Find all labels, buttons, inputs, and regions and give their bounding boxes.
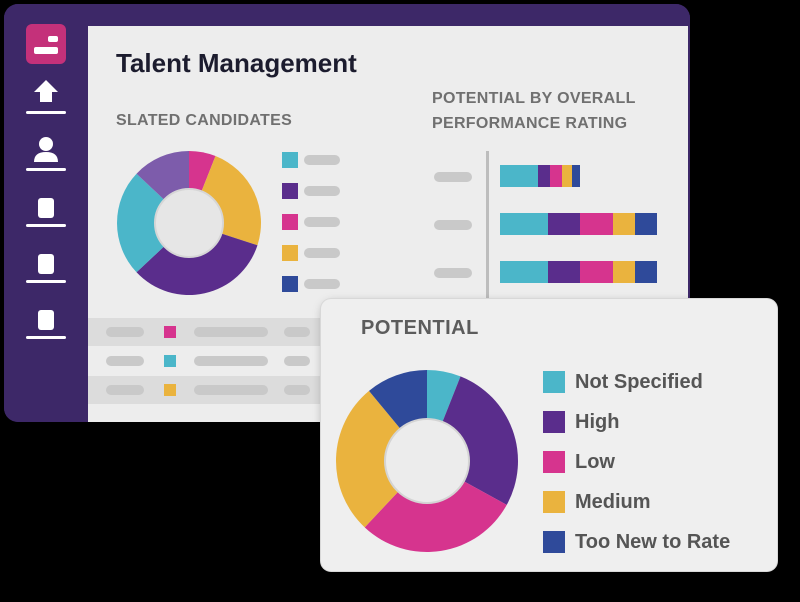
legend-label-placeholder — [304, 217, 340, 227]
chart-axis — [486, 151, 489, 306]
bar-segment — [550, 165, 562, 187]
legend-label-placeholder — [304, 248, 340, 258]
legend-label-placeholder — [304, 279, 340, 289]
legend-swatch — [282, 245, 298, 261]
rating-label-placeholder — [434, 172, 472, 182]
heading-line: POTENTIAL BY OVERALL — [432, 90, 636, 107]
cell-placeholder — [284, 327, 310, 337]
legend-label: Not Specified — [575, 371, 703, 393]
sidebar-divider — [26, 111, 66, 114]
legend-label: Too New to Rate — [575, 531, 731, 553]
cell-placeholder — [194, 327, 268, 337]
slated-donut-slice — [136, 223, 258, 295]
slated-candidates-donut — [117, 151, 261, 295]
potential-card: POTENTIAL Not Specified High Low Medium Too … — [321, 299, 777, 571]
legend-swatch — [282, 214, 298, 230]
sidebar-divider — [26, 336, 66, 339]
bar-segment — [613, 261, 635, 283]
heading-line: PERFORMANCE RATING — [432, 115, 628, 132]
bar-segment — [580, 261, 613, 283]
row-marker — [164, 355, 176, 367]
row-marker — [164, 384, 176, 396]
legend-label: Medium — [575, 491, 651, 513]
slated-candidates-heading: SLATED CANDIDATES — [116, 112, 293, 129]
legend-swatch — [543, 411, 565, 433]
rating-label-placeholder — [434, 220, 472, 230]
sidebar-item-documents[interactable] — [26, 190, 62, 230]
legend-swatch — [282, 276, 298, 292]
sidebar-item-upload[interactable] — [26, 76, 62, 116]
potential-donut-slice — [364, 461, 507, 552]
sidebar-divider — [26, 224, 66, 227]
row-marker — [164, 326, 176, 338]
potential-donut — [336, 370, 518, 552]
rating-label-placeholder — [434, 268, 472, 278]
legend-swatch — [543, 371, 565, 393]
potential-donut-slice — [336, 390, 427, 528]
legend-swatch — [543, 491, 565, 513]
slated-donut-slice — [117, 173, 189, 273]
document-icon — [38, 254, 54, 274]
cell-placeholder — [106, 356, 144, 366]
bar-segment — [613, 213, 635, 235]
legend-label: High — [575, 411, 620, 433]
bar-segment — [538, 165, 550, 187]
legend-swatch — [282, 183, 298, 199]
bar-segment — [548, 261, 580, 283]
bar-segment — [635, 261, 657, 283]
upload-icon — [34, 80, 58, 102]
legend-label-placeholder — [304, 155, 340, 165]
legend-label: Low — [575, 451, 615, 473]
sidebar-item-dashboard[interactable] — [26, 24, 66, 64]
person-icon — [34, 137, 58, 162]
bar-segment — [500, 261, 548, 283]
legend-swatch — [543, 451, 565, 473]
legend-swatch — [543, 531, 565, 553]
cell-placeholder — [194, 385, 268, 395]
sidebar — [4, 4, 84, 422]
page-title: Talent Management — [116, 48, 357, 78]
bar-segment — [635, 213, 657, 235]
potential-title: POTENTIAL — [361, 317, 479, 339]
dashboard-icon — [34, 36, 58, 54]
legend-label-placeholder — [304, 186, 340, 196]
bar-segment — [580, 213, 613, 235]
bar-segment — [500, 165, 538, 187]
title-bar — [84, 4, 690, 24]
cell-placeholder — [106, 327, 144, 337]
cell-placeholder — [284, 356, 310, 366]
bar-segment — [572, 165, 580, 187]
cell-placeholder — [284, 385, 310, 395]
document-icon — [38, 198, 54, 218]
legend-swatch — [282, 152, 298, 168]
sidebar-divider — [26, 280, 66, 283]
bar-segment — [548, 213, 580, 235]
document-icon — [38, 310, 54, 330]
sidebar-divider — [26, 168, 66, 171]
sidebar-item-files[interactable] — [26, 302, 62, 342]
bar-segment — [562, 165, 572, 187]
bar-segment — [500, 213, 548, 235]
potential-by-rating-heading: POTENTIAL BY OVERALL PERFORMANCE RATING — [432, 86, 636, 136]
sidebar-item-reports[interactable] — [26, 246, 62, 286]
cell-placeholder — [106, 385, 144, 395]
sidebar-item-people[interactable] — [26, 132, 62, 172]
cell-placeholder — [194, 356, 268, 366]
